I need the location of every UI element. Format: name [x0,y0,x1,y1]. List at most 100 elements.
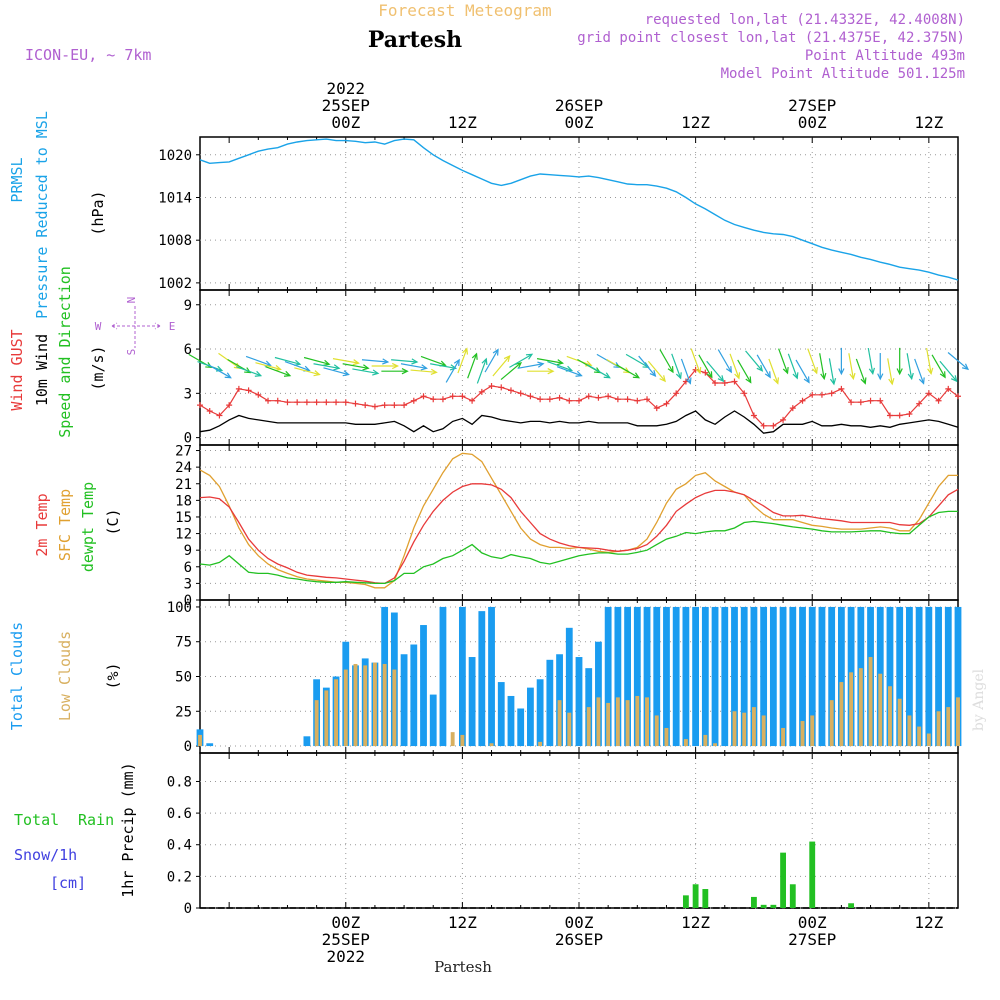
total-cloud-bar [497,682,505,747]
wind-arrow-head [420,364,428,371]
top-axis-label: 2022 [327,79,366,98]
total-cloud-bar [527,687,534,747]
wind-arrow-head [449,364,458,371]
wind-arrow-head [667,366,674,374]
precip-ytick-label: 0.6 [167,806,192,822]
wind-arrow [787,353,798,379]
top-axis-label: 00Z [798,113,827,132]
low-cloud-bar [606,702,611,747]
low-cloud-bar [635,695,640,747]
gust-point [770,422,777,429]
wind-arrow-head [244,367,252,374]
precip-ytick-label: 0 [184,901,192,917]
wind-arrow [265,366,291,377]
total-cloud-bar [896,606,904,747]
gust-point [692,366,699,373]
forecast-meteogram-label: Forecast Meteogram [378,1,551,20]
total-cloud-bar [701,606,709,747]
gust-point [566,397,573,404]
footer-location: Partesh [434,958,492,976]
gust-point [644,396,651,403]
low-cloud-bar [897,698,902,747]
wind-arrow-head [950,375,958,383]
wind-arrow [690,348,701,374]
gust-point [935,397,942,404]
wind-arrow-head [453,358,460,366]
temp-dewpoint-label: dewpt Temp [79,482,97,572]
total-cloud-bar [828,606,836,747]
low-cloud-bar [538,741,543,747]
low-cloud-bar [888,686,892,747]
low-cloud-bar [868,657,873,747]
point-altitude: Point Altitude 493m [805,48,965,64]
temp-ytick-label: 0 [184,593,192,609]
wind-arrow-head [333,364,341,371]
total-cloud-bar [944,606,952,747]
wind-ytick-label: 6 [184,342,192,358]
gust-point [741,390,748,397]
gust-point [925,390,932,397]
total-cloud-bar [837,606,845,747]
gust-point [274,397,281,404]
total-cloud-bar [575,657,583,747]
gust-point [750,412,757,419]
wind-arrow-head [745,376,752,384]
low-cloud-bar [460,734,465,747]
wind-arrow [625,353,649,368]
total-cloud-bar [517,708,525,747]
wind-arrow [467,353,478,379]
pressure-ytick-label: 1008 [158,233,192,249]
wind-arrow [332,358,359,364]
low-cloud-bar [839,682,844,747]
total-cloud-bar [614,606,622,747]
wind-arrow [420,355,446,366]
precip-ytick-label: 0.2 [167,869,192,885]
gust-point [517,390,524,397]
wind-arrow [284,361,310,372]
top-axis-label: 00Z [331,113,360,132]
total-cloud-bar [400,654,408,747]
precip-rain-label: Rain [78,811,114,829]
low-cloud-bar [343,669,348,747]
gust-point [809,391,816,398]
gust-point [614,396,621,403]
temp-ytick-label: 21 [175,477,192,493]
low-cloud-bar [645,697,649,747]
total-cloud-bar [439,606,447,747]
gust-point [527,393,534,400]
panel-side-labels: PRMSL Pressure Reduced to MSL (hPa) Wind GU… [8,111,175,898]
low-cloud-bar [751,707,756,747]
wind-arrow-head [382,358,390,365]
temp-2m-line [199,483,959,585]
pressure-label-msl: Pressure Reduced to MSL [33,111,51,319]
total-cloud-bar [789,606,797,747]
total-cloud-bar [488,606,495,747]
wind-arrow-head [313,370,321,377]
temp-ytick-label: 18 [175,493,192,509]
top-axis-label: 27SEP [788,96,836,115]
gust-point [507,387,514,394]
temp-unit-label: (C) [104,508,122,535]
precip-ytick-label: 0.8 [167,774,192,790]
top-axis-label: 26SEP [555,96,603,115]
wind-arrow [484,349,499,373]
gust-point [255,391,262,398]
total-cloud-bar [731,606,738,747]
wind-arrow [207,364,231,379]
wind-arrow [509,353,533,368]
bottom-axis-label: 2022 [327,947,366,966]
wind-arrow [313,363,340,369]
wind-arrow [828,358,835,385]
total-cloud-bar [458,606,466,747]
gust-point [955,393,961,400]
gust-point [867,397,874,404]
wind-arrow [848,353,854,379]
total-cloud-bar [604,606,612,747]
rain-bar [682,895,689,908]
temp-frame [199,444,959,601]
gust-point [634,397,641,404]
pressure-panel: 1002 1008 1014 1020 [158,136,959,292]
wind-arrow-head [918,377,925,385]
